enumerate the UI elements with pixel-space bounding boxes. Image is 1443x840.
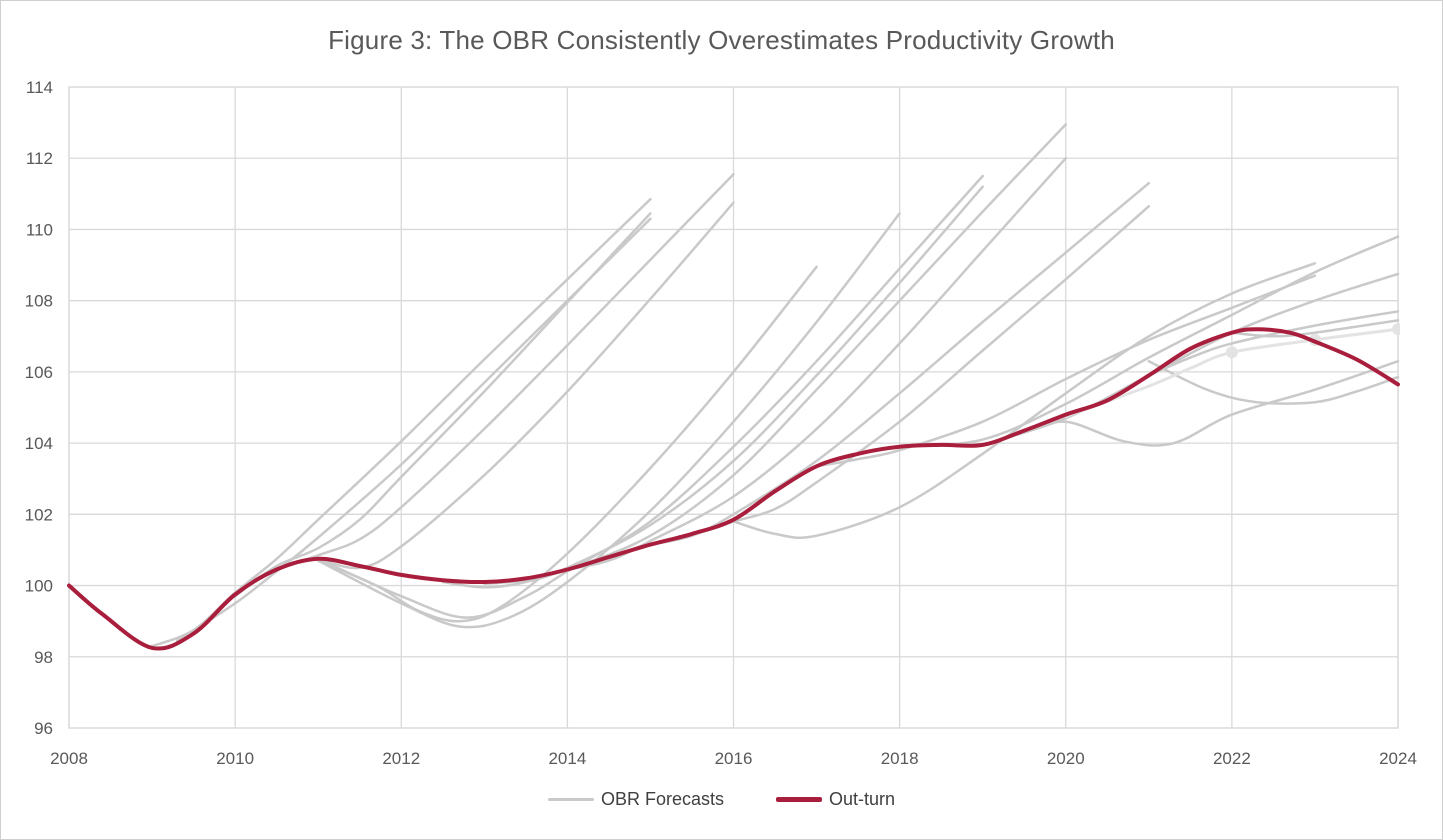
x-axis-tick-label: 2022 xyxy=(1213,749,1251,768)
series-obr-forecast-3 xyxy=(233,212,652,598)
series-obr-forecast-6 xyxy=(316,265,818,623)
series-obr-forecast-16 xyxy=(898,235,1400,448)
series-obr-forecast-8 xyxy=(316,174,984,619)
series-obr-forecast-19 xyxy=(1147,359,1400,405)
series-obr-forecast-15 xyxy=(815,274,1317,468)
plot-border xyxy=(68,86,1399,729)
obr-forecasts-line-swatch xyxy=(547,798,594,801)
y-axis-tick-label: 114 xyxy=(26,78,53,97)
legend-label-obr-forecasts: OBR Forecasts xyxy=(600,789,724,809)
y-axis-tick-label: 100 xyxy=(25,577,53,596)
series-out-turn xyxy=(67,327,1400,651)
y-axis-tick-label: 104 xyxy=(25,434,53,453)
y-axis-tick-label: 106 xyxy=(25,363,53,382)
y-axis-tick-label: 102 xyxy=(25,505,53,524)
y-axis-tick-label: 112 xyxy=(26,149,53,168)
chart-legend: OBR Forecasts Out-turn xyxy=(1,789,1442,810)
axis-tick-labels: 96 98 100 102 104 106 108 110 112 114 2008 2010 2012… xyxy=(25,78,1417,768)
series-marker-obr-forecast-latest xyxy=(1392,323,1400,336)
x-axis-tick-label: 2016 xyxy=(715,749,753,768)
gridlines xyxy=(68,86,1399,729)
series-obr-forecast-18 xyxy=(1022,359,1400,447)
series-obr-forecast-13 xyxy=(690,205,1151,536)
legend-item-obr-forecasts: OBR Forecasts xyxy=(547,789,724,810)
y-axis-tick-label: 96 xyxy=(34,719,53,738)
series-obr-forecast-9 xyxy=(441,185,984,589)
legend-label-out-turn: Out-turn xyxy=(829,789,896,809)
x-axis-tick-label: 2024 xyxy=(1379,749,1417,768)
series-lines xyxy=(67,123,1400,651)
series-obr-forecast-7 xyxy=(316,212,901,629)
chart-title: Figure 3: The OBR Consistently Overestim… xyxy=(328,25,1115,55)
series-obr-forecast-4 xyxy=(275,172,735,571)
series-obr-forecast-latest xyxy=(1064,327,1400,418)
y-axis-tick-label: 108 xyxy=(25,292,53,311)
y-axis-tick-label: 110 xyxy=(26,220,53,239)
series-marker-obr-forecast-latest xyxy=(1225,346,1238,359)
series-obr-forecast-14 xyxy=(732,262,1317,539)
series-obr-forecast-11 xyxy=(566,156,1068,571)
series-obr-forecast-20 xyxy=(1147,310,1400,377)
x-axis-tick-label: 2008 xyxy=(50,749,88,768)
x-axis-tick-label: 2018 xyxy=(881,749,919,768)
legend-item-out-turn: Out-turn xyxy=(776,789,895,810)
series-obr-forecast-5 xyxy=(316,201,735,570)
y-axis-tick-label: 98 xyxy=(34,648,53,667)
x-axis-tick-label: 2012 xyxy=(382,749,420,768)
series-obr-forecast-17 xyxy=(981,272,1400,447)
x-axis-tick-label: 2010 xyxy=(216,749,254,768)
x-axis-tick-label: 2020 xyxy=(1047,749,1085,768)
x-axis-tick-label: 2014 xyxy=(548,749,586,768)
out-turn-line-swatch xyxy=(776,797,822,802)
